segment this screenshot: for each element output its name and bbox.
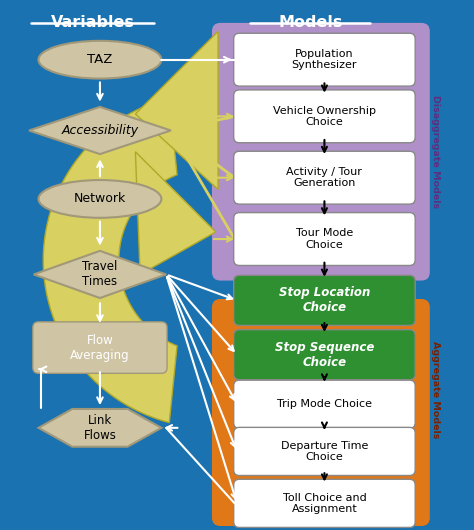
Polygon shape [34,251,166,298]
Text: Population
Synthesizer: Population Synthesizer [292,49,357,70]
Text: Network: Network [74,192,126,206]
FancyBboxPatch shape [212,23,430,280]
Text: Tour Mode
Choice: Tour Mode Choice [296,228,353,250]
Text: Link
Flows: Link Flows [83,414,117,442]
Text: Models: Models [278,15,342,30]
FancyBboxPatch shape [212,299,430,526]
Polygon shape [43,98,177,422]
Polygon shape [29,107,171,154]
Text: Variables: Variables [51,15,135,30]
Text: Travel
Times: Travel Times [82,260,118,288]
Text: TAZ: TAZ [87,53,113,66]
FancyBboxPatch shape [33,322,167,373]
Text: Aggregate Models: Aggregate Models [431,341,440,439]
FancyBboxPatch shape [234,330,415,379]
Polygon shape [136,152,216,275]
Text: Accessibility: Accessibility [61,124,138,137]
Ellipse shape [38,41,161,78]
FancyBboxPatch shape [234,33,415,86]
Text: Stop Location
Choice: Stop Location Choice [279,286,370,314]
Text: Toll Choice and
Assignment: Toll Choice and Assignment [283,492,366,514]
Text: Departure Time
Choice: Departure Time Choice [281,440,368,462]
FancyBboxPatch shape [234,90,415,143]
Polygon shape [38,409,161,447]
Text: Disaggregate Models: Disaggregate Models [431,95,440,208]
Text: Activity / Tour
Generation: Activity / Tour Generation [286,167,362,189]
Text: Trip Mode Choice: Trip Mode Choice [277,399,372,409]
Polygon shape [136,31,218,190]
FancyBboxPatch shape [234,479,415,527]
Text: Vehicle Ownership
Choice: Vehicle Ownership Choice [273,105,376,127]
Ellipse shape [38,180,161,218]
FancyBboxPatch shape [234,213,415,266]
Text: Stop Sequence
Choice: Stop Sequence Choice [275,341,374,369]
Text: Flow
Averaging: Flow Averaging [70,333,130,361]
FancyBboxPatch shape [234,151,415,204]
FancyBboxPatch shape [234,427,415,475]
FancyBboxPatch shape [234,380,415,428]
FancyBboxPatch shape [234,276,415,325]
